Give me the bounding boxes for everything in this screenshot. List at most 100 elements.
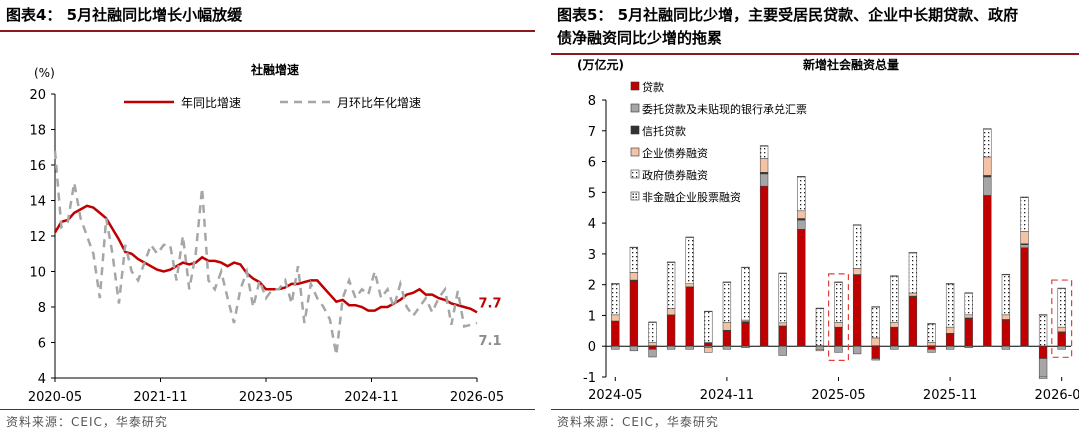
legend-swatch: [630, 147, 640, 157]
bar-segment: [1057, 326, 1066, 333]
x-tick-label: 2020-05: [28, 390, 82, 405]
bar-segment: [1001, 319, 1011, 347]
bar-segment: [666, 262, 676, 309]
bar-segment: [778, 322, 787, 327]
bar-segment: [759, 158, 769, 173]
right-title-rule: [551, 53, 1079, 55]
bar-segment: [1020, 244, 1029, 248]
chart-title: 新增社会融资总量: [803, 57, 899, 72]
bar-segment: [648, 322, 657, 343]
line-chart: (%) 社融增速 4 6 8 10 12 14 16 18 20 2020-05 2021-11 2023…: [28, 62, 504, 405]
highlight-box: [827, 273, 850, 361]
bar-segment: [759, 173, 769, 187]
series-line-mom: [53, 150, 478, 356]
bar-segment: [648, 345, 657, 350]
bar-segment: [611, 314, 620, 322]
legend-label: 信托贷款: [642, 124, 686, 138]
x-tick-label: 2026-05: [1035, 388, 1079, 403]
right-bottom-rule: [551, 409, 1079, 410]
bar-segment: [852, 224, 862, 226]
bar-segment: [778, 272, 787, 274]
bar-segment: [983, 128, 992, 130]
bar-segment: [983, 195, 992, 347]
bar-segment: [983, 156, 992, 176]
bar-segment: [741, 267, 750, 321]
legend-swatch: [630, 81, 640, 91]
bar-segment: [722, 345, 732, 350]
bar-segment: [927, 323, 936, 325]
y-tick-label: 14: [29, 195, 46, 210]
legend-swatch: [630, 103, 640, 113]
bar-segment: [666, 345, 676, 350]
bar-segment: [927, 349, 936, 353]
right-figure-title-line1: 图表5： 5月社融同比少增，主要受居民贷款、企业中长期贷款、政府: [557, 6, 1019, 24]
y-tick-label: 10: [29, 266, 46, 281]
bar-segment: [611, 283, 620, 316]
bar-segment: [945, 333, 955, 347]
bar-segment: [815, 349, 825, 352]
bar-segment: [908, 252, 918, 294]
bar-segment: [834, 327, 843, 347]
bar-segment: [704, 311, 713, 343]
bar-segment: [890, 275, 899, 277]
y-tick-label: 7: [588, 125, 596, 140]
bar-segment: [834, 345, 843, 353]
bar-segment: [648, 321, 657, 323]
bar-segment: [927, 342, 936, 346]
bar-segment: [629, 281, 639, 347]
bar-segment: [964, 318, 973, 347]
legend-swatch: [630, 191, 640, 201]
end-value-label: 7.7: [478, 296, 501, 311]
bar-segment: [815, 308, 825, 346]
left-figure: 图表4： 5月社融同比增长小幅放缓 (%) 社融增速 4 6 8 10 12 14 16 18 20…: [0, 0, 535, 435]
bar-segment: [778, 325, 787, 347]
bar-segment: [908, 292, 918, 297]
legend-swatch: [630, 169, 640, 179]
bar-segment: [1020, 196, 1029, 198]
bar-segment: [1001, 274, 1011, 316]
bar-segment: [629, 246, 639, 248]
bar-segment: [945, 345, 955, 350]
stacked-bar-chart: (万亿元) 新增社会融资总量 -1 0 1 2 3 4 5 6 7 8 2024-05 2024-11 20…: [577, 57, 1079, 403]
bar-segment: [685, 237, 694, 284]
bar-segment: [1001, 314, 1011, 320]
bar-segment: [759, 145, 769, 147]
bar-segment: [797, 176, 806, 178]
y-tick-label: 8: [38, 301, 46, 316]
bar-segment: [1020, 231, 1029, 244]
x-tick-label: 2024-11: [344, 390, 398, 405]
bar-segment: [871, 306, 880, 308]
series-line-yoy: [53, 204, 478, 314]
y-tick-label: 2: [588, 279, 596, 294]
bar-segment: [1001, 345, 1011, 350]
y-tick-label: 6: [38, 337, 46, 352]
bar-segment: [797, 176, 806, 212]
right-figure-title-line2: 债净融资同比少增的拖累: [557, 29, 723, 47]
left-source-note: 资料来源：CEIC，华泰研究: [6, 415, 168, 429]
legend-swatch: [630, 125, 640, 135]
bar-segment: [666, 308, 676, 316]
bar-segment: [685, 345, 694, 350]
bar-segment: [890, 345, 899, 350]
bar-segment: [964, 345, 973, 349]
bar-segment: [648, 349, 657, 358]
bar-segment: [1057, 287, 1066, 289]
bar-segment: [1038, 345, 1048, 359]
bar-segment: [1001, 273, 1011, 276]
bar-segment: [797, 229, 806, 347]
y-tick-label: 4: [38, 372, 46, 387]
bar-segment: [759, 145, 769, 159]
y-tick-label: 3: [588, 248, 596, 263]
bar-segment: [797, 219, 806, 230]
bar-segment: [890, 327, 899, 347]
bar-segment: [666, 261, 676, 263]
bar-segment: [704, 310, 713, 313]
bar-segment: [890, 276, 899, 323]
left-figure-title: 图表4： 5月社融同比增长小幅放缓: [6, 6, 243, 24]
bar-segment: [685, 236, 694, 238]
bar-segment: [722, 281, 732, 283]
y-unit-label: (万亿元): [577, 57, 624, 72]
bar-segment: [871, 306, 880, 339]
bar-segment: [741, 345, 750, 349]
right-source-note: 资料来源：CEIC，华泰研究: [557, 415, 719, 429]
